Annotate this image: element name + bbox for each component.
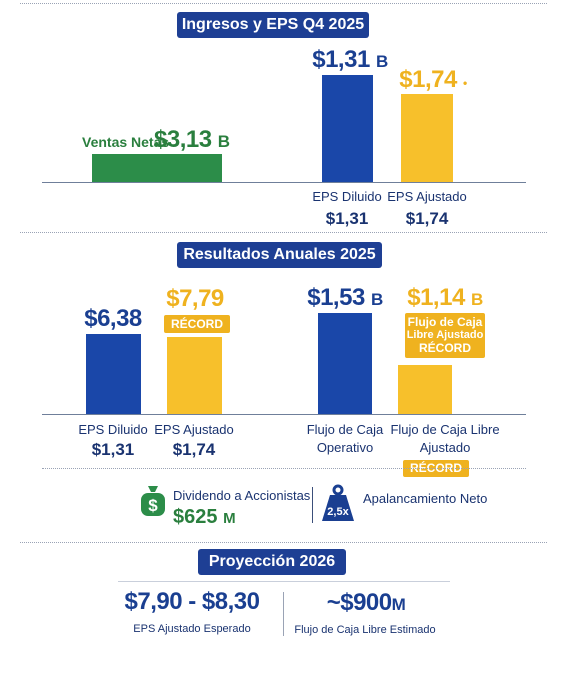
annual-eps-adjusted-value: $7,79 [166,285,224,312]
divider-top [20,3,547,4]
bar-annual-fcf [398,365,452,414]
q4-eps-diluted-sub: 1,31 [335,209,369,228]
q4-eps-adjusted-value: $1,74 [399,66,457,93]
weight-icon: 2,5x [320,483,356,523]
annual-fcf-callout-line2: Libre Ajustado [406,329,484,341]
section3-title: Proyección 2026 [198,549,346,575]
sales-label: Ventas Netas [82,134,170,150]
annual-eps-diluted-sub: $1,31 [91,440,135,459]
bar-q4-eps-adjusted [401,94,453,182]
dividend-label: Dividendo a Accionistas [173,488,311,503]
section3-underline [118,581,450,582]
divider-2 [20,232,547,233]
q4-eps-adjusted-sub: 1,74 [415,209,449,228]
annual-fcf-value: $1,14 [407,284,465,311]
bar-q4-eps-diluted [322,75,373,182]
dividend-icon: $ [139,484,167,517]
annual-fcf-value-label: $1,14 B [405,284,485,312]
sales-value: $3,13 [154,126,212,153]
dividend-value: $625 [173,506,218,528]
annual-ocf-label-line1: Flujo de Caja [306,422,384,437]
annual-fcf-label-line1: Flujo de Caja Libre [390,422,500,437]
annual-fcf-callout-line1: Flujo de Caja [407,315,483,329]
bar-sales [92,154,222,182]
dividend-value-label: $625 M [173,506,236,529]
q4-eps-diluted-label: EPS Diluido [312,189,382,204]
sales-value-label: $3,13 B [154,126,230,154]
forecast-fcf-label: Flujo de Caja Libre Estimado [294,624,436,636]
annual-fcf-callout-badge: Flujo de Caja Libre Ajustado RÉCORD [405,313,485,358]
q4-eps-diluted-value-label: $1,31 B [310,46,390,74]
q4-eps-diluted-unit: B [375,52,388,71]
forecast-separator [283,592,284,636]
annual-ocf-category: Flujo de Caja Operativo [290,421,400,457]
q4-eps-diluted-category: EPS Diluido $1,31 [297,188,397,228]
annual-baseline [42,414,526,415]
annual-eps-adjusted-category: EPS Ajustado $1,74 [144,421,244,459]
leverage-label: Apalancamiento Neto [363,491,488,506]
bar-annual-ocf [318,313,372,414]
q4-eps-adjusted-marker: • [463,76,467,90]
divider-3 [20,542,547,543]
dividend-icon-symbol: $ [148,496,158,515]
annual-eps-record-badge: RÉCORD [164,315,230,333]
q4-baseline [42,182,526,183]
annual-eps-adjusted-sub: $1,74 [172,440,216,459]
q4-eps-adjusted-value-label: $1,74 • [393,66,473,94]
annual-ocf-value-label: $1,53 B [305,284,385,312]
annual-ocf-label-line2: Operativo [316,440,374,455]
q4-eps-adjusted-category: EPS Ajustado $1,74 [377,188,477,228]
metrics-separator [312,487,313,523]
annual-ocf-unit: B [370,290,383,309]
section1-title: Ingresos y EPS Q4 2025 [177,12,369,38]
dividend-unit: M [223,510,236,527]
annual-eps-diluted-category: EPS Diluido $1,31 [63,421,163,459]
annual-eps-adjusted-label: EPS Ajustado [154,422,234,437]
leverage-value: 2,5x [327,506,349,518]
annual-eps-diluted-label: EPS Diluido [78,422,148,437]
divider-2b [42,468,526,469]
bar-annual-eps-diluted [86,334,141,414]
annual-fcf-unit: B [470,290,483,309]
forecast-fcf-value: ~$900 [326,589,392,616]
sales-unit: B [217,132,230,151]
q4-eps-diluted-value: $1,31 [312,46,370,73]
q4-eps-adjusted-label: EPS Ajustado [387,189,467,204]
annual-fcf-callout-line3: RÉCORD [418,341,471,355]
forecast-fcf-value-label: ~$900M [296,589,436,617]
section2-title: Resultados Anuales 2025 [177,242,382,268]
forecast-fcf-unit: M [391,595,406,614]
forecast-eps-range: $7,90 - $8,30 [124,588,260,615]
bar-annual-eps-adjusted [167,337,222,414]
forecast-eps-label: EPS Ajustado Esperado [133,623,251,635]
annual-eps-diluted-value: $6,38 [84,305,142,332]
annual-ocf-value: $1,53 [307,284,365,311]
annual-fcf-category: Flujo de Caja Libre Ajustado [380,421,510,457]
annual-fcf-label-line2: Ajustado [419,440,471,455]
